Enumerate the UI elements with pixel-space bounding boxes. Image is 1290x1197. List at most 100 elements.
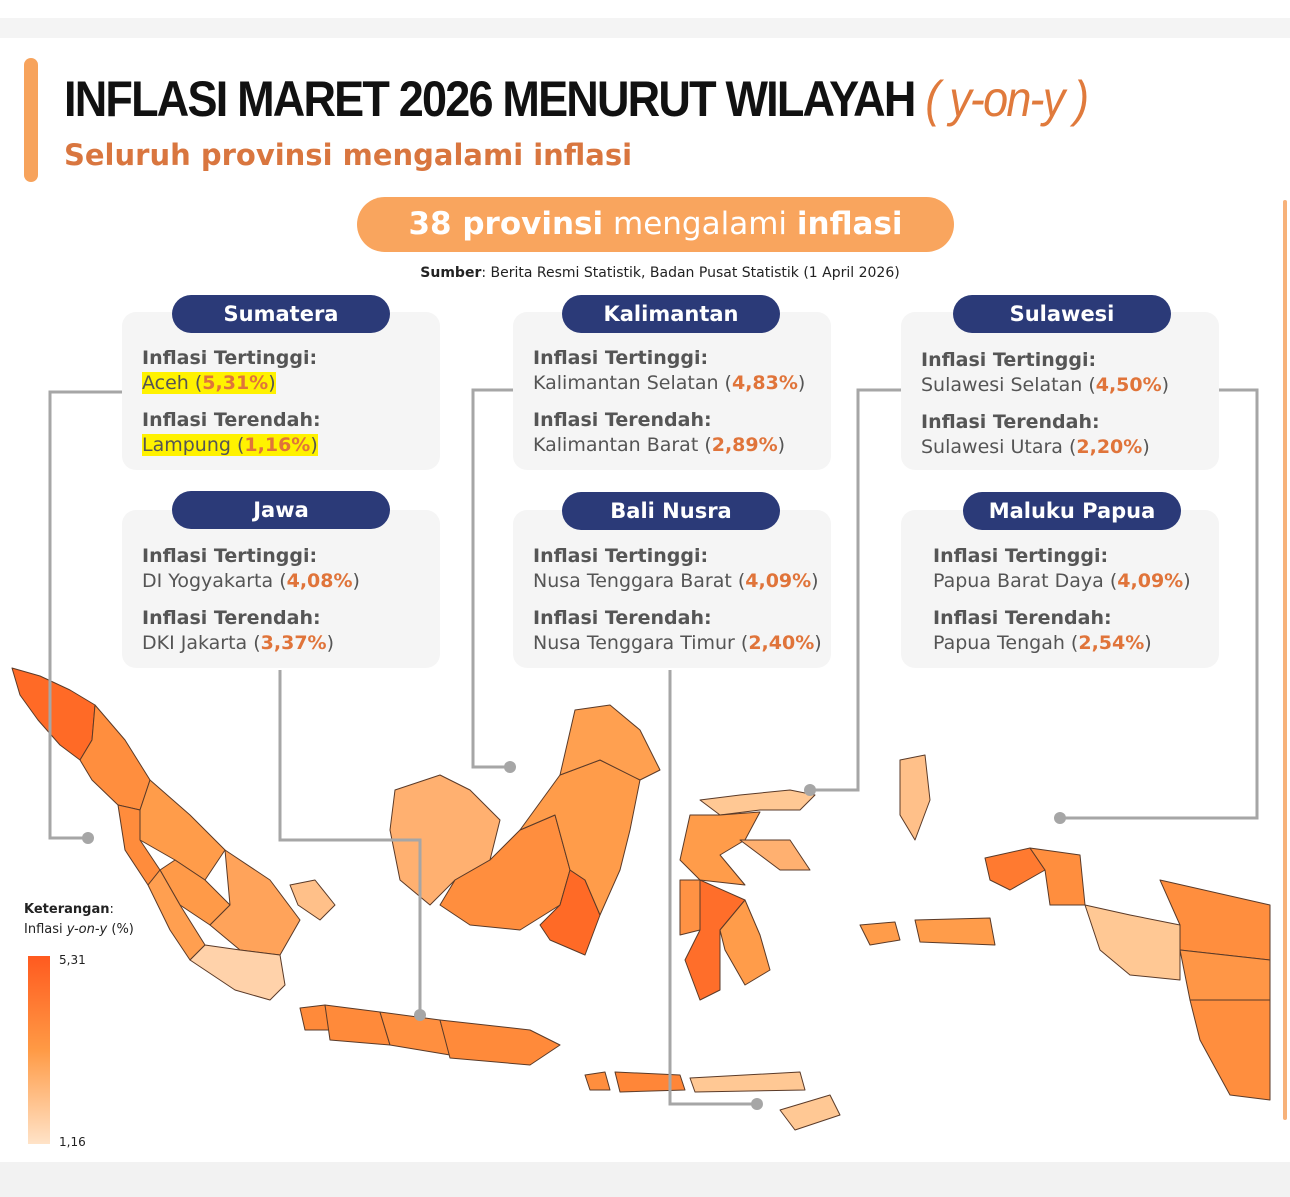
legend-colon: : xyxy=(109,902,114,917)
province-ntt xyxy=(689,1071,841,1131)
high-value: Kalimantan Selatan (4,83%) xyxy=(533,372,806,394)
legend-color-bar xyxy=(28,956,50,1144)
connector-jawa xyxy=(278,670,422,1015)
province-babel xyxy=(289,879,336,921)
high-value: Sulawesi Selatan (4,50%) xyxy=(921,374,1170,396)
high-province: Sulawesi Selatan xyxy=(921,374,1083,396)
high-percent: 4,83% xyxy=(731,372,798,394)
connector-kalimantan xyxy=(471,388,513,769)
banner-middle: mengalami xyxy=(613,206,788,242)
province-sultra xyxy=(719,899,771,986)
legend-sub-prefix: Inflasi xyxy=(24,922,67,937)
province-aceh xyxy=(11,667,96,761)
province-kaltara xyxy=(559,704,661,781)
low-percent: 1,16% xyxy=(244,434,311,456)
high-label: Inflasi Tertinggi: xyxy=(142,545,318,567)
province-papua-tengah xyxy=(1084,904,1181,981)
right-accent-line xyxy=(1283,200,1287,1120)
region-pill-sulawesi: Sulawesi xyxy=(953,295,1171,333)
province-sulut xyxy=(699,789,816,816)
low-percent: 2,54% xyxy=(1078,632,1145,654)
connector-lines xyxy=(48,388,1259,1106)
source-note: Sumber: Berita Resmi Statistik, Badan Pu… xyxy=(0,265,1290,281)
low-label: Inflasi Terendah: xyxy=(533,409,712,431)
low-percent: 2,89% xyxy=(711,434,778,456)
province-sulteng xyxy=(679,811,761,886)
high-province: Nusa Tenggara Barat xyxy=(533,570,732,592)
low-percent: 2,40% xyxy=(748,632,815,654)
province-malut xyxy=(899,754,931,841)
low-province: DKI Jakarta xyxy=(142,632,248,654)
high-percent: 4,08% xyxy=(286,570,353,592)
connector-malukupapua xyxy=(1060,388,1259,820)
high-label: Inflasi Tertinggi: xyxy=(921,349,1097,371)
province-jabar xyxy=(324,1004,391,1046)
legend-title: Keterangan: Inflasi y-on-y (%) xyxy=(24,900,134,940)
dot-malukupapua xyxy=(1054,812,1066,824)
legend-heading: Keterangan xyxy=(24,902,110,917)
page-subtitle: Seluruh provinsi mengalami inflasi xyxy=(64,138,633,172)
region-pill-malukupapua: Maluku Papua xyxy=(963,492,1181,530)
province-papua-barat-daya xyxy=(984,847,1046,891)
low-province: Kalimantan Barat xyxy=(533,434,699,456)
yoy-text: y-on-y xyxy=(949,71,1065,127)
province-bali xyxy=(584,1071,611,1091)
high-label: Inflasi Tertinggi: xyxy=(933,545,1109,567)
high-province: Aceh xyxy=(142,372,189,394)
low-value: Papua Tengah (2,54%) xyxy=(933,632,1152,654)
low-value: Lampung (1,16%) xyxy=(142,434,318,456)
connector-sumatera xyxy=(48,390,122,840)
low-province: Papua Tengah xyxy=(933,632,1065,654)
high-province: Kalimantan Selatan xyxy=(533,372,719,394)
high-province: Papua Barat Daya xyxy=(933,570,1104,592)
region-pill-jawa: Jawa xyxy=(172,491,390,529)
region-pill-balinusra: Bali Nusra xyxy=(562,492,780,530)
paren-open: ( xyxy=(925,71,940,127)
region-card-malukupapua: Inflasi Tertinggi: Papua Barat Daya (4,0… xyxy=(901,510,1219,668)
low-label: Inflasi Terendah: xyxy=(142,607,321,629)
province-jatim xyxy=(439,1019,561,1066)
dot-sulawesi xyxy=(804,784,816,796)
province-jateng xyxy=(379,1011,451,1056)
low-province: Sulawesi Utara xyxy=(921,436,1063,458)
region-card-sulawesi: Inflasi Tertinggi: Sulawesi Selatan (4,5… xyxy=(901,312,1219,470)
high-value: DI Yogyakarta (4,08%) xyxy=(142,570,360,592)
legend-min: 1,16 xyxy=(59,1135,86,1149)
high-value: Papua Barat Daya (4,09%) xyxy=(933,570,1191,592)
page-title: INFLASI MARET 2026 MENURUT WILAYAH ( y-o… xyxy=(64,70,1089,128)
region-card-jawa: Inflasi Tertinggi: DI Yogyakarta (4,08%)… xyxy=(122,510,440,668)
top-strip xyxy=(0,0,1290,18)
summary-banner: 38 provinsi mengalami inflasi xyxy=(357,197,954,252)
high-percent: 4,09% xyxy=(745,570,812,592)
high-value: Nusa Tenggara Barat (4,09%) xyxy=(533,570,819,592)
low-percent: 3,37% xyxy=(260,632,327,654)
high-percent: 5,31% xyxy=(202,372,269,394)
high-label: Inflasi Tertinggi: xyxy=(142,347,318,369)
connector-balinusra xyxy=(668,670,757,1106)
paren-close: ) xyxy=(1074,71,1089,127)
dot-balinusra xyxy=(751,1098,763,1110)
banner-end: inflasi xyxy=(796,206,903,242)
low-value: Sulawesi Utara (2,20%) xyxy=(921,436,1150,458)
source-label: Sumber xyxy=(420,265,482,281)
province-lampung xyxy=(189,944,286,1001)
low-label: Inflasi Terendah: xyxy=(142,409,321,431)
province-papua-selatan xyxy=(1189,999,1271,1101)
province-maluku xyxy=(859,917,996,946)
province-sulbar xyxy=(679,879,701,936)
bottom-band xyxy=(0,1162,1290,1197)
low-province: Nusa Tenggara Timur xyxy=(533,632,735,654)
region-pill-sumatera: Sumatera xyxy=(172,295,390,333)
province-papua-barat xyxy=(1029,847,1086,906)
high-percent: 4,50% xyxy=(1095,374,1162,396)
legend-sub-suffix: (%) xyxy=(107,922,134,937)
dot-jawa xyxy=(414,1009,426,1021)
high-percent: 4,09% xyxy=(1117,570,1184,592)
high-value: Aceh (5,31%) xyxy=(142,372,276,394)
region-pill-kalimantan: Kalimantan xyxy=(562,295,780,333)
banner-count: 38 provinsi xyxy=(408,206,604,242)
low-value: DKI Jakarta (3,37%) xyxy=(142,632,334,654)
title-yoy: ( y-on-y ) xyxy=(925,71,1089,127)
high-province: DI Yogyakarta xyxy=(142,570,274,592)
